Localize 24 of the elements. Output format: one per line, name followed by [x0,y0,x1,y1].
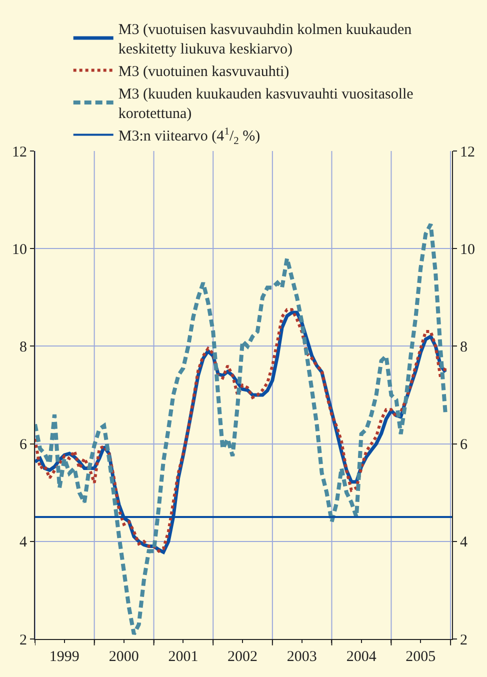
legend-label: M3 (vuotuisen kasvuvauhdin kolmen kuukauden keskitetty liukuva keskiarvo) [118,22,412,58]
x-tick-label: 2003 [286,649,317,665]
y-tick-label: 10 [12,242,27,258]
y2-tick-label: 12 [460,144,475,160]
y-tick-label: 6 [20,437,28,454]
x-tick-label: 2005 [406,649,436,665]
legend-label: M3:n viitearvo (4$^{1}$/$_{2}$ %) [118,126,260,147]
legend-label: M3 (kuuden kuukauden kasvuvauhti vuositasolle korotettuna) [118,86,414,122]
x-tick-label: 2002 [228,649,258,665]
y2-tick-label: 4 [460,534,468,551]
x-tick-label: 2000 [108,649,139,665]
y-tick-label: 4 [20,534,28,551]
y-tick-label: 12 [12,144,27,160]
y2-tick-label: 8 [460,339,468,356]
y2-tick-label: 6 [460,437,468,454]
x-tick-label: 2004 [346,649,377,665]
x-tick-label: 1999 [49,649,80,665]
y-tick-label: 2 [20,632,27,648]
y2-tick-label: 2 [460,632,468,648]
x-tick-label: 2001 [168,649,198,665]
line-series [35,222,448,636]
legend-label: M3 (vuotuinen kasvuvauhti) [118,64,290,80]
y2-tick-label: 10 [460,242,475,258]
y-tick-label: 8 [20,339,27,356]
